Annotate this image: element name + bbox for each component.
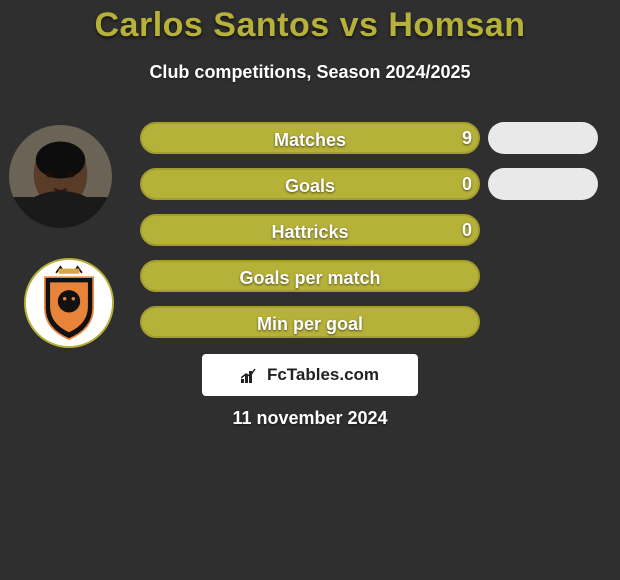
stat-row: Min per goal — [0, 306, 620, 338]
stat-bar-left: Goals per match — [140, 260, 480, 292]
stat-bar-left: Goals — [140, 168, 480, 200]
stat-label: Goals — [142, 170, 478, 202]
stat-value-left: 0 — [432, 168, 472, 200]
stat-bar-left: Matches — [140, 122, 480, 154]
comparison-infographic: Carlos Santos vs Homsan Club competition… — [0, 0, 620, 580]
stat-row: Hattricks0 — [0, 214, 620, 246]
stat-bar-left: Hattricks — [140, 214, 480, 246]
stat-value-left: 9 — [432, 122, 472, 154]
stat-value-left: 0 — [432, 214, 472, 246]
stat-bar-left: Min per goal — [140, 306, 480, 338]
stat-bar-right — [488, 168, 598, 200]
stat-label: Goals per match — [142, 262, 478, 294]
stat-row: Goals0 — [0, 168, 620, 200]
stat-label: Matches — [142, 124, 478, 156]
stat-row: Goals per match — [0, 260, 620, 292]
footer-date: 11 november 2024 — [0, 408, 620, 429]
page-subtitle: Club competitions, Season 2024/2025 — [0, 62, 620, 83]
stat-label: Min per goal — [142, 308, 478, 340]
page-title: Carlos Santos vs Homsan — [0, 6, 620, 45]
brand-watermark: FcTables.com — [202, 354, 418, 396]
stat-row: Matches9 — [0, 122, 620, 154]
brand-text: FcTables.com — [267, 365, 379, 385]
stat-bar-right — [488, 122, 598, 154]
stat-label: Hattricks — [142, 216, 478, 248]
